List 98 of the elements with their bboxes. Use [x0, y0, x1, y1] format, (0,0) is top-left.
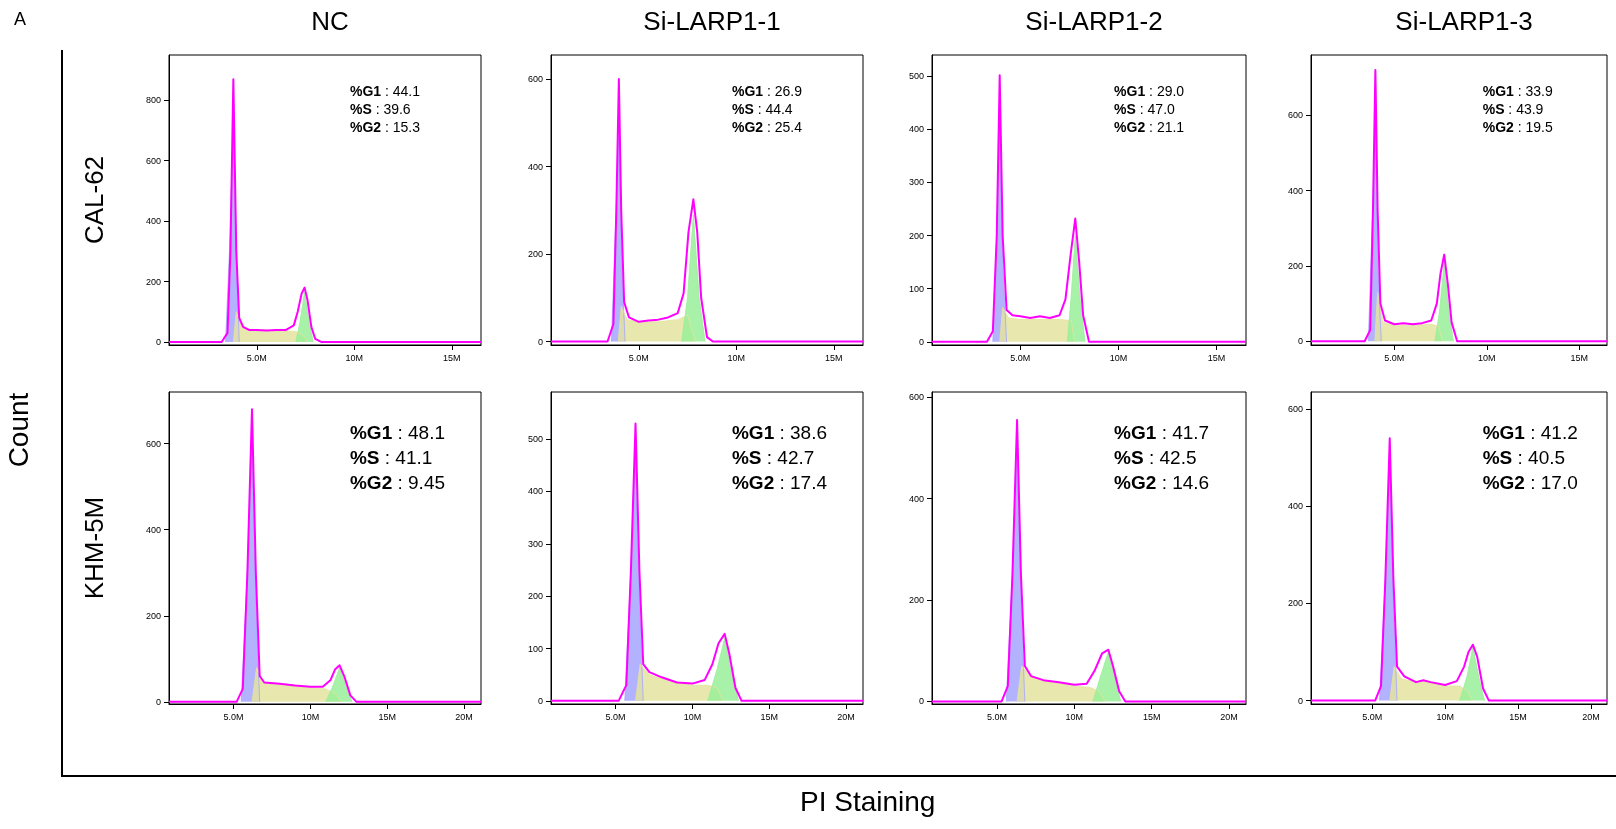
y-tick-label: 600	[145, 155, 161, 166]
chart-title: NC	[311, 6, 349, 36]
y-tick-label: 0	[537, 336, 543, 347]
y-tick-label: 0	[155, 336, 161, 347]
y-tick-label: 200	[145, 610, 161, 621]
x-tick-label: 10M	[345, 352, 364, 363]
y-tick-label: 400	[908, 124, 924, 135]
annotation: %G1 : 38.6	[731, 422, 828, 444]
x-tick-label: 10M	[1477, 352, 1496, 363]
y-tick-label: 600	[1287, 404, 1303, 415]
x-tick-label: 15M	[824, 352, 843, 363]
x-tick-label: 20M	[837, 711, 855, 722]
y-tick-label: 400	[527, 161, 543, 172]
annotation: %G1 : 29.0	[1114, 83, 1185, 99]
x-tick-label: 15M	[1570, 352, 1589, 363]
y-tick-label: 400	[908, 493, 924, 504]
y-tick-label: 0	[918, 696, 924, 707]
y-tick-label: 600	[145, 438, 161, 449]
annotation: %G1 : 41.2	[1482, 422, 1578, 444]
x-tick-label: 5.0M	[605, 711, 626, 722]
x-tick-label: 15M	[1207, 352, 1226, 363]
annotation: %S : 47.0	[1114, 101, 1176, 118]
y-tick-label: 0	[918, 336, 924, 347]
x-tick-label: 20M	[1220, 711, 1238, 722]
annotation: %S : 42.7	[731, 446, 815, 468]
x-tick-label: 5.0M	[246, 352, 267, 363]
annotation: %G2 : 17.0	[1482, 471, 1578, 493]
y-tick-label: 200	[908, 230, 924, 241]
y-tick-label: 200	[527, 591, 543, 602]
annotation: %S : 41.1	[349, 446, 433, 468]
y-tick-label: 0	[537, 695, 543, 706]
y-tick-label: 200	[908, 595, 924, 605]
text: PI Staining	[800, 785, 936, 817]
annotation: %S : 43.9	[1482, 101, 1544, 118]
x-tick-label: 10M	[727, 352, 746, 363]
annotation: %G1 : 48.1	[349, 422, 446, 444]
y-axis-title: CAL-62	[79, 155, 109, 245]
y-tick-label: 200	[527, 249, 543, 260]
x-tick-label: 20M	[455, 711, 473, 722]
y-tick-label: 300	[527, 538, 543, 549]
y-tick-label: 100	[908, 283, 924, 294]
y-tick-label: 400	[527, 486, 543, 497]
x-tick-label: 20M	[1582, 711, 1600, 722]
annotation: %S : 42.5	[1114, 446, 1197, 468]
x-tick-label: 10M	[1109, 352, 1128, 363]
y-tick-label: 0	[1297, 336, 1303, 347]
x-tick-label: 10M	[301, 711, 320, 722]
y-tick-label: 800	[145, 95, 161, 106]
chart-title: Si-LARP1-2	[1025, 6, 1163, 36]
annotation: %G2 : 25.4	[731, 119, 803, 136]
y-tick-label: 300	[908, 177, 924, 188]
x-tick-label: 15M	[1509, 711, 1527, 722]
x-tick-label: 10M	[683, 711, 702, 722]
text: Count	[2, 392, 34, 468]
x-tick-label: 15M	[442, 352, 461, 363]
y-tick-label: 600	[527, 74, 543, 85]
chart-title: Si-LARP1-3	[1395, 6, 1533, 36]
y-tick-label: 400	[1287, 501, 1303, 512]
y-axis-title: KHM-5M	[79, 496, 109, 600]
y-tick-label: 600	[1287, 110, 1303, 121]
x-tick-label: 15M	[1142, 711, 1161, 722]
x-tick-label: 5.0M	[223, 711, 244, 722]
x-tick-label: 5.0M	[986, 711, 1007, 722]
annotation: %G2 : 15.3	[349, 119, 421, 136]
x-tick-label: 5.0M	[1362, 711, 1383, 722]
y-tick-label: 100	[527, 643, 543, 654]
y-tick-label: 200	[145, 276, 161, 287]
annotation: %G2 : 17.4	[731, 471, 828, 493]
text: A	[14, 9, 27, 29]
annotation: %G1 : 41.7	[1114, 422, 1210, 444]
chart-title: Si-LARP1-1	[643, 6, 781, 36]
y-tick-label: 400	[1287, 185, 1303, 196]
annotation: %G2 : 14.6	[1114, 471, 1210, 493]
annotation: %G1 : 44.1	[349, 83, 421, 99]
x-tick-label: 15M	[378, 711, 396, 722]
y-tick-label: 200	[1287, 598, 1303, 609]
x-tick-label: 10M	[1065, 711, 1084, 722]
x-tick-label: 5.0M	[1010, 352, 1031, 363]
x-tick-label: 15M	[760, 711, 778, 722]
y-tick-label: 400	[145, 216, 161, 227]
annotation: %S : 44.4	[731, 101, 793, 118]
annotation: %G2 : 9.45	[349, 471, 446, 493]
y-tick-label: 400	[145, 524, 161, 535]
x-tick-label: 5.0M	[628, 352, 649, 363]
annotation: %S : 39.6	[349, 101, 411, 118]
y-tick-label: 200	[1287, 260, 1303, 271]
annotation: %G1 : 26.9	[731, 83, 803, 99]
annotation: %G2 : 21.1	[1114, 119, 1185, 136]
annotation: %G2 : 19.5	[1482, 119, 1553, 136]
y-tick-label: 500	[527, 434, 543, 445]
y-tick-label: 0	[1297, 695, 1303, 706]
y-tick-label: 600	[908, 392, 924, 403]
x-tick-label: 10M	[1436, 711, 1454, 722]
x-tick-label: 5.0M	[1384, 352, 1405, 363]
y-tick-label: 500	[908, 71, 924, 82]
annotation: %G1 : 33.9	[1482, 83, 1553, 99]
y-tick-label: 0	[155, 696, 161, 707]
annotation: %S : 40.5	[1482, 446, 1566, 468]
